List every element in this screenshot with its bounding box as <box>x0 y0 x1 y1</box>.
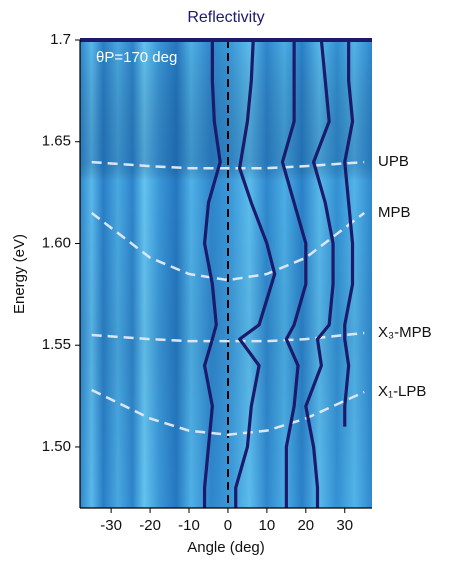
curve-label: X₁-LPB <box>378 383 426 400</box>
x-tick-label: -30 <box>100 517 122 534</box>
x-tick-label: 0 <box>224 517 232 534</box>
y-axis-label: Energy (eV) <box>11 234 28 314</box>
dispersion-curve <box>91 388 365 436</box>
dispersion-curve <box>91 331 365 343</box>
spectrum <box>343 40 355 427</box>
heatmap-shade <box>80 40 372 508</box>
x-tick-label: -20 <box>139 517 161 534</box>
chart-title: Reflectivity <box>187 9 264 26</box>
annotation: θP=170 deg <box>96 49 177 66</box>
x-axis-label: Angle (deg) <box>187 539 265 556</box>
y-tick-label: 1.65 <box>42 133 71 150</box>
y-tick-label: 1.50 <box>42 438 71 455</box>
x-tick-label: 20 <box>297 517 314 534</box>
y-tick-label: 1.7 <box>50 31 71 48</box>
curve-label: UPB <box>378 153 409 170</box>
x-tick-label: 30 <box>336 517 353 534</box>
y-tick-label: 1.60 <box>42 234 71 251</box>
curve-label: X₃-MPB <box>378 324 432 341</box>
spectrum <box>280 40 308 508</box>
spectrum <box>304 40 335 508</box>
spectrum <box>202 40 222 508</box>
spectrum <box>234 40 277 508</box>
plot-area <box>90 40 365 508</box>
x-tick-label: 10 <box>259 517 276 534</box>
y-tick-label: 1.55 <box>42 336 71 353</box>
dispersion-curve <box>91 160 365 170</box>
x-tick-label: -10 <box>178 517 200 534</box>
dispersion-curve <box>90 211 365 282</box>
curve-label: MPB <box>378 204 411 221</box>
